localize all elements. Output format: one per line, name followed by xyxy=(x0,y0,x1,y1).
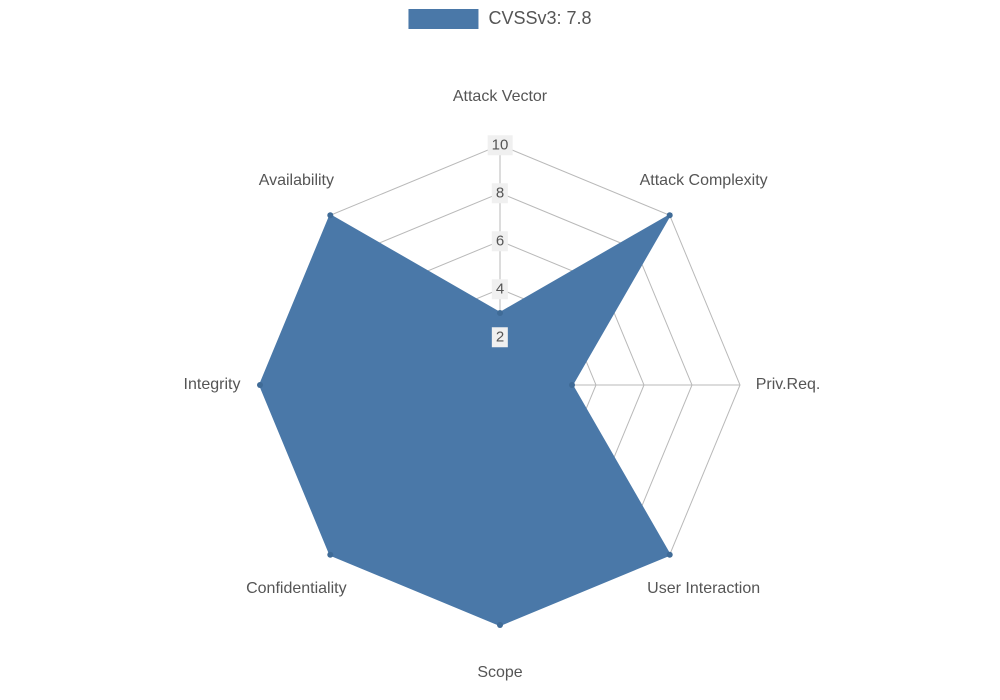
axis-label: Priv.Req. xyxy=(756,376,821,394)
axis-label: Confidentiality xyxy=(246,580,347,598)
axis-label: Attack Vector xyxy=(453,88,547,106)
axis-label: Attack Complexity xyxy=(640,172,768,190)
legend-swatch xyxy=(408,9,478,29)
tick-label: 8 xyxy=(492,183,508,203)
tick-label: 2 xyxy=(492,327,508,347)
legend: CVSSv3: 7.8 xyxy=(408,8,591,29)
tick-label: 10 xyxy=(488,135,513,155)
radar-chart: CVSSv3: 7.8 Attack Vector Attack Complexi… xyxy=(0,0,1000,700)
axis-label: Integrity xyxy=(184,376,241,394)
axis-label: Scope xyxy=(477,664,522,682)
axis-label: User Interaction xyxy=(647,580,760,598)
legend-label: CVSSv3: 7.8 xyxy=(488,8,591,29)
tick-label: 4 xyxy=(492,279,508,299)
tick-label: 6 xyxy=(492,231,508,251)
axis-label: Availability xyxy=(259,172,334,190)
